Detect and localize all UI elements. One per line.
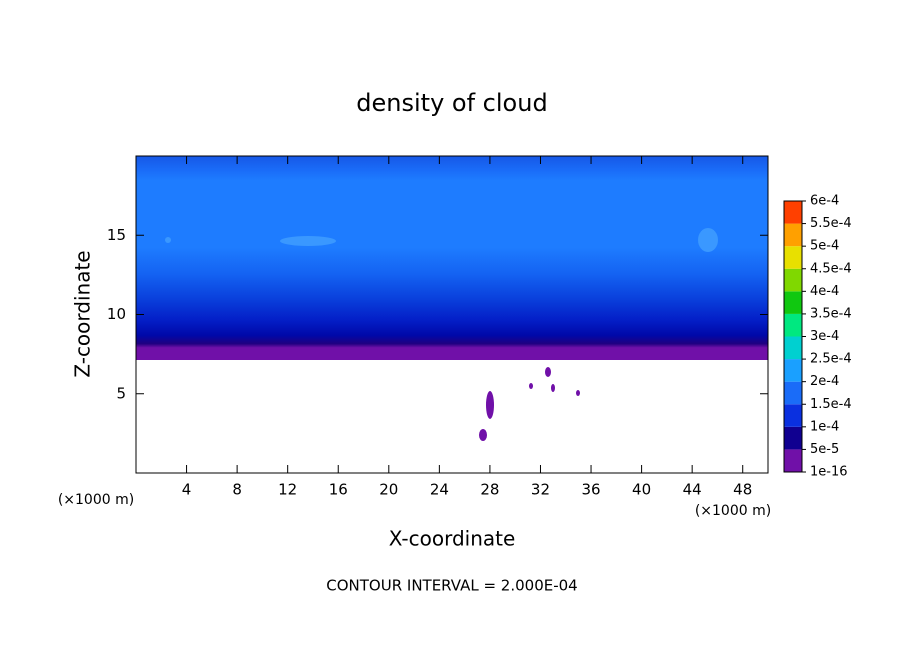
colorbar-label: 2.5e-4 (810, 352, 852, 367)
cloud-patch (698, 228, 718, 252)
x-tick-label: 36 (581, 481, 600, 499)
colorbar-label: 5.5e-4 (810, 216, 852, 231)
y-tick-label: 10 (107, 305, 126, 323)
colorbar-label: 1e-4 (810, 419, 839, 434)
colorbar-band (784, 426, 802, 450)
x-tick-label: 20 (379, 481, 398, 499)
x-tick-label: 40 (632, 481, 651, 499)
colorbar-label: 1.5e-4 (810, 397, 852, 412)
x-tick-label: 28 (480, 481, 499, 499)
colorbar-band (784, 201, 802, 224)
x-tick-label: 12 (278, 481, 297, 499)
colorbar-band (784, 268, 802, 292)
x-axis-label: X-coordinate (389, 527, 516, 551)
colorbar-band (784, 381, 802, 405)
y-unit: (×1000 m) (58, 492, 134, 508)
cloud-patch (545, 367, 551, 377)
colorbar-label: 3.5e-4 (810, 306, 852, 321)
colorbar-label: 2e-4 (810, 374, 839, 389)
y-tick-label: 5 (116, 384, 126, 402)
cloud-patch (486, 391, 494, 419)
x-tick-label: 8 (232, 481, 242, 499)
colorbar-label: 5e-4 (810, 239, 839, 254)
colorbar-band (784, 449, 802, 472)
chart-title: density of cloud (356, 89, 547, 117)
colorbar-label: 1e-16 (810, 465, 848, 480)
cloud-patch (529, 383, 533, 389)
colorbar-label: 6e-4 (810, 194, 839, 209)
colorbar-band (784, 223, 802, 247)
x-tick-label: 16 (329, 481, 348, 499)
cloud-patch (479, 429, 487, 441)
cloud-layer (136, 156, 768, 360)
contour-field (136, 156, 768, 441)
colorbar-label: 4.5e-4 (810, 261, 852, 276)
colorbar-band (784, 313, 802, 337)
colorbar-label: 4e-4 (810, 284, 839, 299)
cloud-patch (576, 390, 580, 396)
cloud-patch (165, 237, 171, 243)
cloud-patch (280, 236, 336, 246)
colorbar-band (784, 291, 802, 314)
y-tick-label: 15 (107, 226, 126, 244)
x-tick-label: 44 (683, 481, 702, 499)
y-axis-label: Z-coordinate (71, 250, 95, 377)
colorbar-band (784, 404, 802, 427)
colorbar-band (784, 336, 802, 360)
footnote: CONTOUR INTERVAL = 2.000E-04 (326, 577, 577, 595)
cloud-patch (551, 384, 555, 392)
x-tick-label: 48 (733, 481, 752, 499)
x-tick-label: 24 (430, 481, 449, 499)
colorbar-band (784, 359, 802, 382)
colorbar-label: 5e-5 (810, 442, 839, 457)
x-tick-label: 4 (182, 481, 192, 499)
colorbar-band (784, 246, 802, 269)
colorbar-label: 3e-4 (810, 329, 839, 344)
x-unit: (×1000 m) (695, 503, 771, 519)
x-tick-label: 32 (531, 481, 550, 499)
